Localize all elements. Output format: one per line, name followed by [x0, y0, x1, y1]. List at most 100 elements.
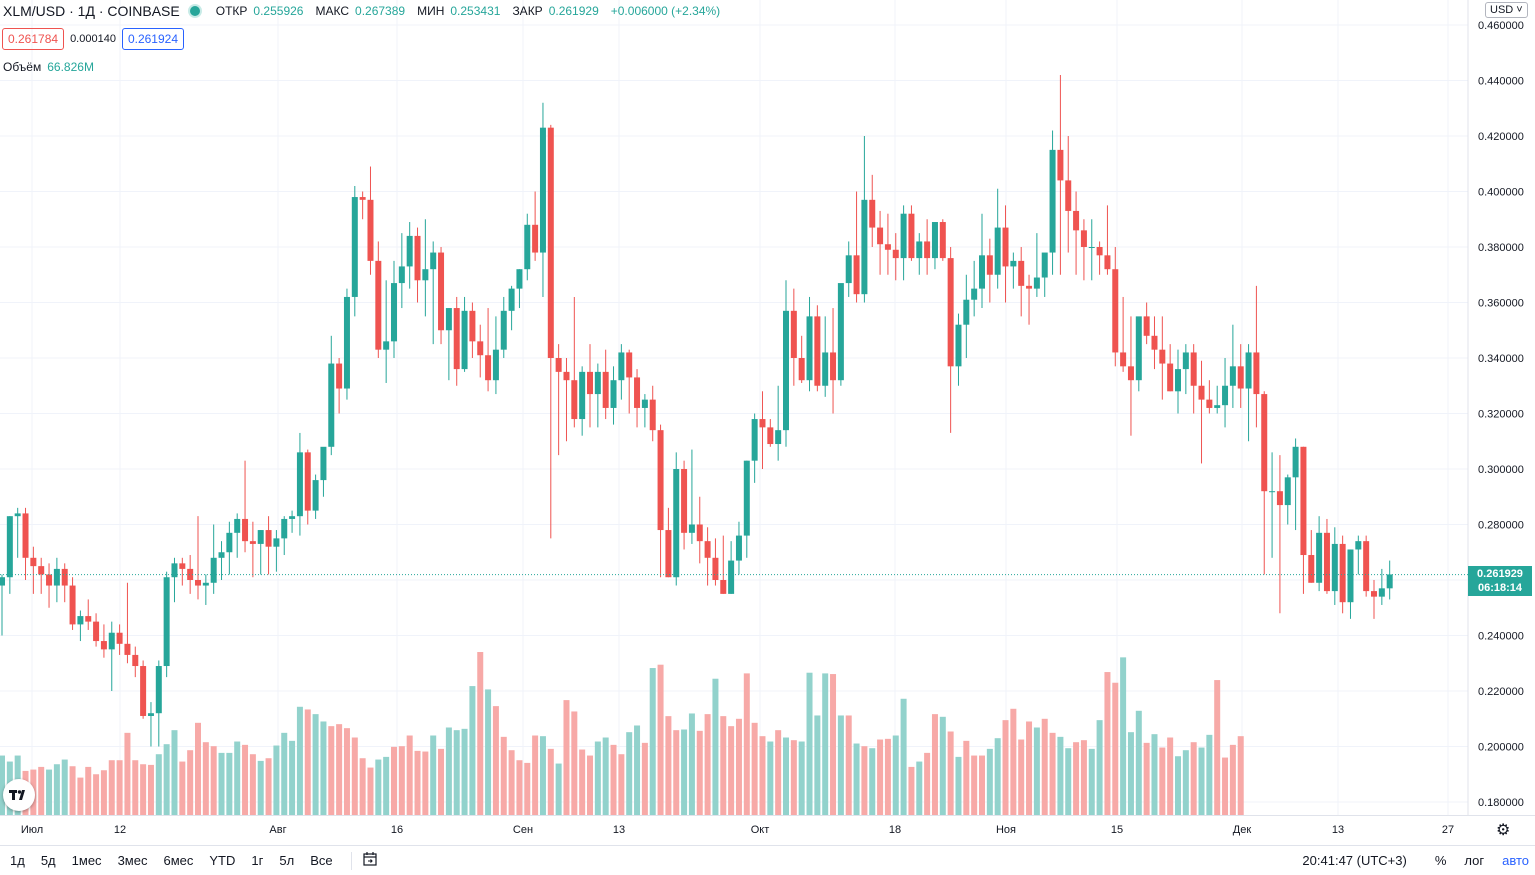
volume-bar — [1033, 727, 1040, 815]
percent-scale-button[interactable]: % — [1434, 853, 1447, 868]
volume-bar — [391, 746, 397, 815]
range-1y-button[interactable]: 1г — [251, 853, 264, 868]
candle-body — [673, 469, 680, 578]
range-6m-button[interactable]: 6мес — [163, 853, 194, 868]
volume-bar — [728, 726, 735, 815]
range-1d-button[interactable]: 1д — [10, 853, 25, 868]
candle-body — [735, 535, 742, 561]
candle-body — [908, 213, 915, 259]
volume-bar — [281, 732, 288, 815]
candle-body — [69, 585, 76, 625]
calendar-arrow-glyph — [362, 852, 377, 866]
volume-bar — [93, 774, 100, 815]
currency-selector[interactable]: USD ˅ — [1485, 2, 1528, 18]
volume-bar — [563, 700, 570, 815]
candle-body — [696, 524, 703, 542]
volume-bar — [587, 755, 593, 815]
candle-body — [163, 577, 170, 667]
range-3m-button[interactable]: 3мес — [117, 853, 148, 868]
candle-body — [555, 358, 562, 372]
symbol-title[interactable]: XLM/USD · 1Д · COINBASE — [3, 3, 180, 19]
candle-body — [1135, 316, 1142, 381]
volume-bar — [673, 730, 680, 815]
tradingview-logo-icon[interactable] — [3, 779, 35, 811]
volume-bar — [195, 722, 201, 815]
close-value: 0.261929 — [548, 4, 599, 18]
volume-bar — [445, 727, 452, 815]
volume-bar — [657, 664, 664, 815]
volume-bar — [116, 760, 123, 815]
time-axis-label: Окт — [751, 824, 770, 836]
candle-body — [391, 283, 397, 342]
time-axis-label: 12 — [114, 824, 126, 836]
volume-bar — [1002, 720, 1009, 815]
candle-body — [422, 269, 429, 281]
candle-body — [610, 380, 617, 408]
candle-body — [1363, 541, 1370, 592]
volume-bar — [53, 764, 60, 815]
candle-body — [1120, 352, 1127, 367]
volume-bar — [1057, 736, 1064, 815]
range-5d-button[interactable]: 5д — [40, 853, 56, 868]
range-5y-button[interactable]: 5л — [279, 853, 295, 868]
range-all-button[interactable]: Все — [310, 853, 333, 868]
settings-gear-icon[interactable]: ⚙ — [1496, 822, 1511, 839]
candle-body — [116, 632, 123, 644]
buy-price-button[interactable]: 0.261924 — [121, 28, 185, 50]
candle-body — [359, 197, 366, 200]
candle-body — [38, 566, 45, 575]
candle-body — [1190, 352, 1197, 386]
candle-body — [688, 524, 695, 533]
candle-body — [1284, 477, 1291, 506]
volume-bar — [735, 718, 742, 815]
candle-body — [430, 252, 437, 270]
volume-bar — [1182, 750, 1189, 815]
volume-bar — [100, 770, 107, 815]
candle-body — [1127, 366, 1134, 381]
candle-body — [242, 518, 249, 542]
volume-bar — [296, 706, 303, 815]
candle-body — [289, 516, 296, 519]
candle-body — [1010, 260, 1017, 267]
volume-bar — [1175, 756, 1181, 815]
volume-bar — [594, 741, 601, 815]
candle-body — [61, 568, 68, 586]
volume-bar — [853, 743, 860, 815]
timezone-clock[interactable]: 20:41:47 (UTC+3) — [1302, 853, 1407, 868]
candle-body — [665, 530, 672, 578]
go-to-date-icon[interactable] — [362, 851, 378, 870]
volume-bar — [1214, 680, 1221, 815]
price-axis-label: 0.200000 — [1478, 742, 1524, 754]
volume-bar — [1143, 742, 1150, 815]
volume-bar — [1088, 748, 1095, 815]
sell-price-button[interactable]: 0.261784 — [2, 28, 65, 50]
bottom-toolbar: 1д 5д 1мес 3мес 6мес YTD 1г 5л Все 20:41… — [0, 845, 1535, 875]
volume-bar — [422, 751, 429, 815]
range-ytd-button[interactable]: YTD — [209, 853, 236, 868]
candle-body — [1065, 180, 1072, 211]
time-axis-label: Сен — [513, 824, 533, 836]
candle-body — [1386, 574, 1393, 589]
volume-bar — [1080, 740, 1087, 815]
volume-bar — [712, 678, 719, 815]
volume-bar — [1151, 734, 1158, 815]
candle-body — [367, 199, 374, 261]
auto-scale-button[interactable]: авто — [1502, 853, 1529, 868]
candle-body — [1229, 366, 1236, 386]
range-1m-button[interactable]: 1мес — [71, 853, 102, 868]
candle-body — [461, 310, 468, 370]
volume-bar — [641, 742, 648, 815]
volume-bar — [971, 755, 978, 815]
candle-body — [296, 452, 303, 517]
candle-body — [273, 538, 280, 547]
candle-body — [900, 213, 907, 259]
volume-bar — [453, 730, 460, 815]
volume-bar — [0, 755, 5, 815]
candle-body — [931, 222, 938, 259]
log-scale-button[interactable]: лог — [1464, 853, 1485, 868]
open-value: 0.255926 — [253, 4, 304, 18]
volume-legend[interactable]: Объём 66.826M — [3, 60, 94, 74]
volume-bar — [916, 761, 923, 815]
